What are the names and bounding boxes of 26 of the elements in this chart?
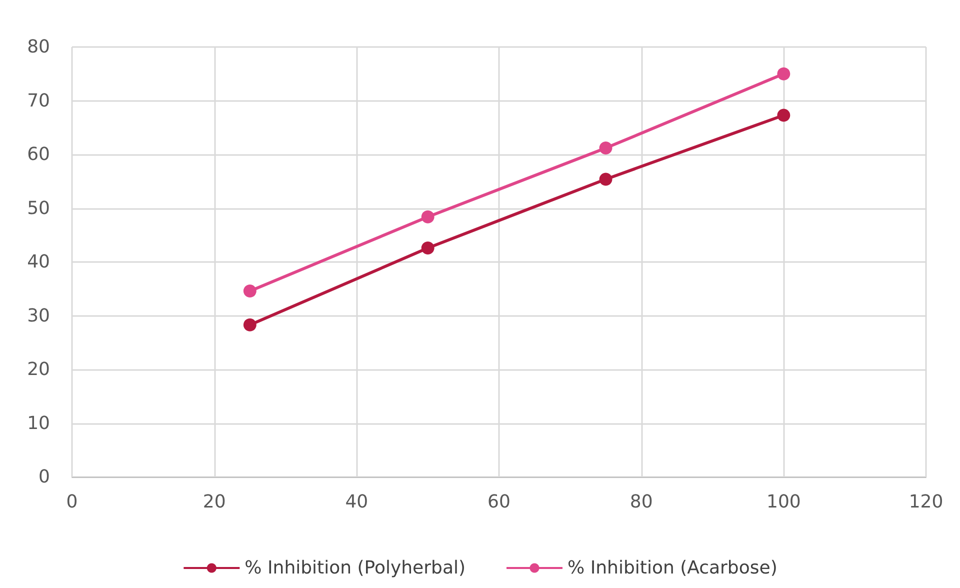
x-tick-label: 60 (488, 492, 510, 512)
legend-label: % Inhibition (Polyherbal) (244, 558, 466, 578)
y-tick-label: 40 (27, 252, 50, 272)
point (421, 242, 434, 255)
point (599, 172, 612, 186)
y-tick-label: 30 (27, 305, 50, 326)
point (243, 318, 256, 332)
y-tick-label: 10 (27, 412, 50, 434)
point (421, 210, 434, 224)
point (777, 108, 790, 122)
y-tick-label: 80 (27, 36, 50, 58)
y-tick-label: 20 (27, 359, 50, 380)
x-tick-label: 20 (202, 492, 226, 512)
x-tick-label: 40 (345, 492, 368, 512)
y-tick-label: 50 (27, 198, 50, 219)
legend-label: % Inhibition (Acarbose) (568, 558, 778, 578)
x-tick-label: 120 (908, 492, 944, 512)
x-tick-label: 80 (630, 492, 653, 512)
point (599, 142, 612, 155)
point (777, 67, 790, 80)
y-tick-label: 0 (38, 466, 50, 488)
y-tick-label: 70 (27, 90, 50, 112)
x-tick-label: 0 (66, 492, 78, 512)
y-tick-label: 60 (27, 144, 50, 165)
x-tick-label: 100 (766, 492, 801, 512)
point (243, 284, 256, 298)
